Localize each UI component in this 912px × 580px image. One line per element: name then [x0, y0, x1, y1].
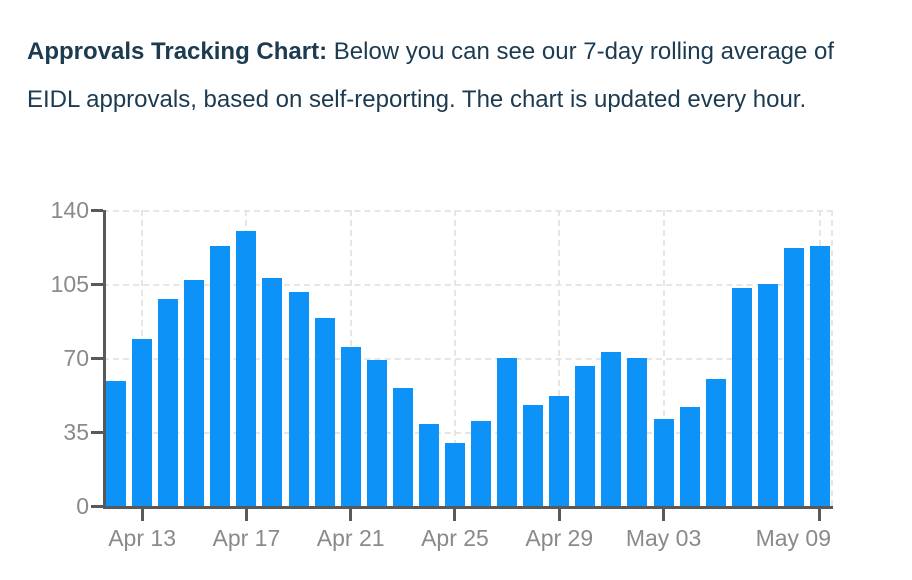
x-tick-mark	[557, 509, 561, 521]
h-gridline	[103, 210, 833, 212]
v-gridline	[558, 210, 561, 506]
x-tick-mark	[818, 509, 822, 521]
plot-right-border	[831, 210, 833, 506]
y-tick-mark	[91, 357, 103, 360]
bar	[158, 298, 179, 506]
y-tick-label: 140	[50, 197, 89, 223]
x-tick-label: Apr 21	[316, 525, 385, 551]
bar	[705, 379, 726, 506]
v-gridline	[662, 210, 665, 506]
bar	[471, 421, 492, 506]
bar	[106, 381, 127, 506]
x-tick-label: Apr 25	[421, 525, 489, 551]
x-tick-mark	[244, 509, 248, 521]
h-gridline	[103, 432, 833, 434]
approvals-chart: 0 35 70 105 140 Apr 13 Apr 17 Apr 21 Apr 25 Apr 2…	[0, 190, 912, 580]
bar	[262, 277, 283, 506]
h-gridline	[103, 284, 833, 286]
bar	[444, 442, 465, 506]
bar	[210, 245, 231, 506]
x-tick-mark	[349, 509, 353, 521]
x-tick-mark	[140, 509, 144, 521]
intro-bold-label: Approvals Tracking Chart:	[27, 38, 328, 65]
bar	[679, 406, 700, 506]
bar	[366, 360, 387, 506]
bar	[549, 396, 570, 506]
y-tick-label: 105	[50, 271, 89, 297]
y-tick-mark	[91, 209, 103, 212]
bar	[236, 231, 257, 506]
intro-paragraph: Approvals Tracking Chart: Below you can …	[27, 28, 855, 124]
bar	[783, 248, 804, 506]
bar	[184, 279, 205, 506]
bar	[731, 288, 752, 506]
bar	[392, 387, 413, 506]
x-tick-label: May 03	[625, 525, 702, 551]
x-tick-label: Apr 17	[212, 525, 281, 551]
y-tick-mark	[91, 431, 103, 434]
y-axis-line	[103, 210, 106, 509]
bar	[418, 423, 439, 506]
y-tick-mark	[91, 283, 103, 286]
bar	[132, 338, 153, 506]
bar	[627, 358, 648, 506]
x-tick-mark	[453, 509, 457, 521]
bar	[497, 358, 518, 506]
h-gridline	[103, 358, 833, 360]
y-tick-label: 0	[76, 493, 89, 519]
intro-text: Below you can see our 7-day rolling aver…	[27, 38, 835, 113]
x-tick-label: Apr 29	[525, 525, 594, 551]
x-tick-mark	[662, 509, 666, 521]
plot-area: 0 35 70 105 140 Apr 13 Apr 17 Apr 21 Apr 25 Apr 2…	[51, 197, 833, 551]
bar	[340, 347, 361, 506]
bar	[809, 245, 830, 506]
x-axis-line	[103, 506, 833, 509]
bar	[288, 292, 309, 506]
v-gridline	[453, 210, 456, 506]
bar	[523, 404, 544, 506]
bar	[575, 366, 596, 506]
x-tick-label: May 09	[755, 525, 831, 551]
bar	[601, 351, 622, 506]
bar	[757, 284, 778, 506]
y-tick-label: 70	[63, 345, 89, 371]
bar	[314, 317, 335, 506]
y-tick-mark	[91, 505, 103, 508]
x-tick-label: Apr 13	[108, 525, 176, 551]
bar	[653, 419, 674, 506]
y-tick-label: 35	[63, 419, 89, 445]
